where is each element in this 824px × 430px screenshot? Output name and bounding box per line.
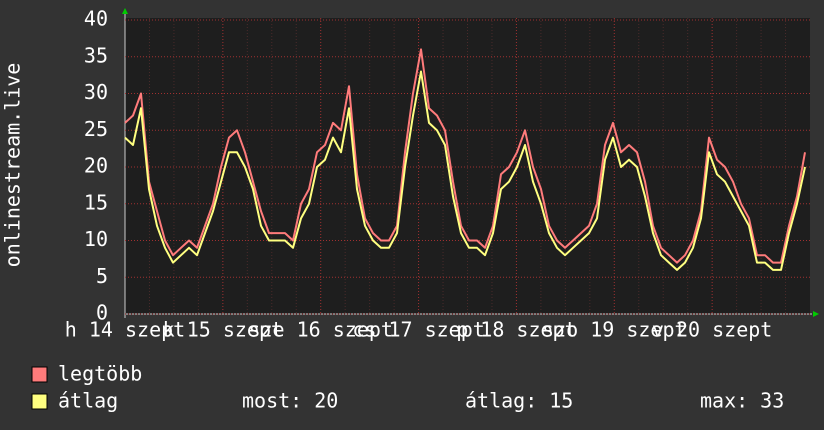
x-tick-label: h 14 szept — [65, 318, 185, 342]
y-tick-label: 25 — [84, 117, 108, 141]
stat-label: átlag: — [465, 389, 537, 413]
stat-label: max: — [700, 389, 748, 413]
series-line — [124, 70, 806, 271]
y-tick-label: 35 — [84, 43, 108, 67]
y-tick-label: 40 — [84, 7, 108, 31]
legend-label: legtöbb — [58, 362, 142, 386]
stat-value: 33 — [760, 389, 784, 413]
legend-swatch — [31, 393, 48, 410]
y-tick-label: 10 — [84, 227, 108, 251]
axis-arrow — [122, 8, 128, 14]
stat-value: 20 — [314, 389, 338, 413]
x-tick-label: k 15 szept — [163, 318, 283, 342]
x-tick-label: cs 17 szept — [352, 318, 484, 342]
y-tick-label: 20 — [84, 154, 108, 178]
stat-value: 15 — [549, 389, 573, 413]
legend-swatch — [31, 366, 48, 383]
legend-label: átlag — [58, 389, 118, 413]
x-tick-label: sze 16 szept — [248, 318, 393, 342]
axis-arrow — [813, 311, 819, 317]
x-tick-label: v 20 szept — [652, 318, 772, 342]
y-tick-label: 30 — [84, 80, 108, 104]
x-tick-label: szo 19 szept — [542, 318, 687, 342]
y-tick-label: 0 — [96, 301, 108, 325]
x-tick-label: p 18 szept — [456, 318, 576, 342]
y-tick-label: 5 — [96, 264, 108, 288]
series-line — [124, 48, 806, 264]
y-tick-label: 15 — [84, 190, 108, 214]
y-axis-label: onlinestream.live — [1, 63, 25, 268]
stat-label: most: — [242, 389, 302, 413]
